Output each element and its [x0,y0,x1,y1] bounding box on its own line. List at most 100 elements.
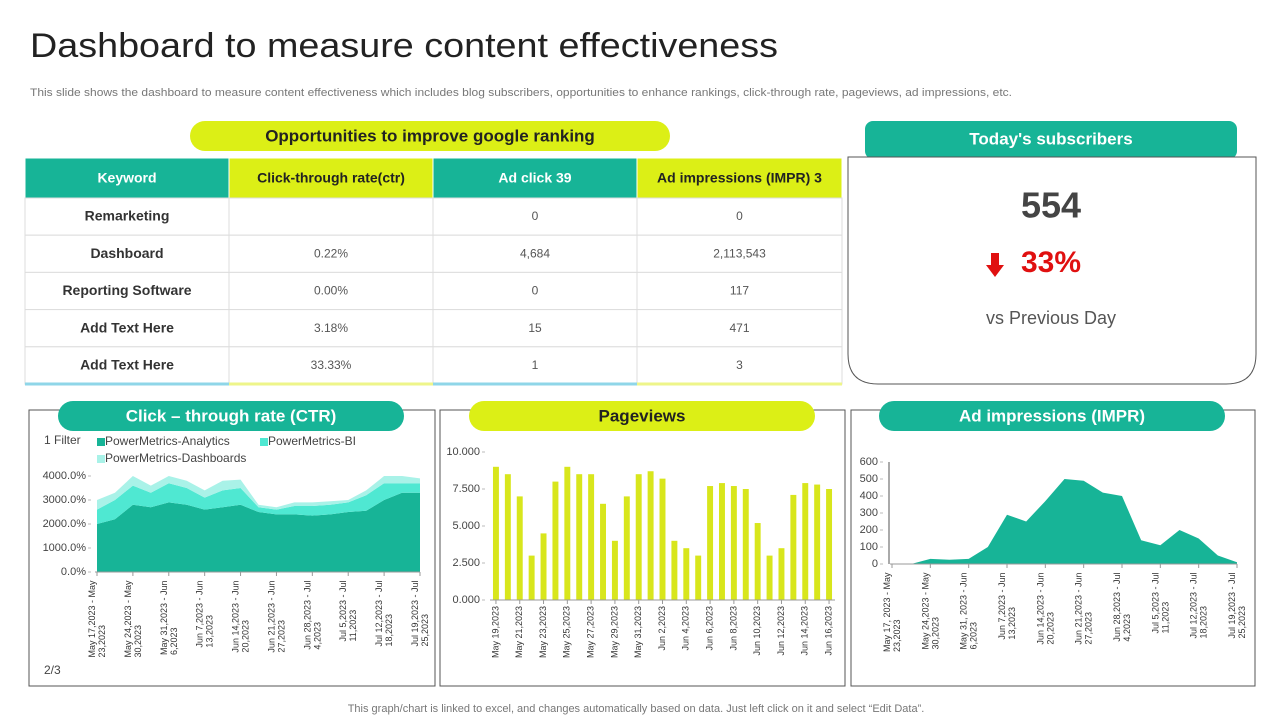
table-cell [24,234,230,273]
bar [814,484,821,600]
bar [754,523,761,600]
filter-label: 1 Filter [44,433,81,447]
y-tick-label: 100 [860,541,878,553]
x-tick-label: May 24,2023 - May 30,2023 [921,570,941,650]
y-tick-label: 2.500 [452,557,480,569]
x-tick-label: Jul 5,2023 - Jul 11,2023 [339,578,359,642]
subscribers-title: Today's subscribers [969,129,1132,148]
bar [683,548,690,600]
header-text: Keyword [97,170,156,186]
x-tick-label: May 31,2023 - Jun 6,2023 [159,578,179,655]
header-text: Ad click 39 [498,170,571,186]
bar [826,489,833,600]
cell-text: 0 [736,209,743,223]
x-tick-label: May 24,2023 - May 30,2023 [123,578,143,658]
cell-text: 471 [729,321,749,335]
x-tick-label: May 29,2023 [609,606,619,658]
down-arrow [986,253,1004,277]
y-tick-label: 10.000 [446,446,480,458]
bar [564,466,571,600]
bar [647,471,654,600]
y-tick-label: 1000.0% [43,542,87,554]
cell-text: 33.33% [311,358,352,372]
area [97,476,420,510]
subscribers-change: 33% [1021,246,1081,279]
y-tick-label: 0.000 [452,594,480,606]
x-tick-label: Jun 21,2023 - Jun 27,2023 [1074,570,1094,645]
table-cell [24,197,230,236]
table-cell [432,346,638,385]
subscribers-header [865,121,1237,159]
subscribers-caption: vs Previous Day [986,308,1116,328]
x-tick-label: Jun 7,2023 - Jun 13,2023 [997,570,1017,640]
bar [528,555,535,600]
table-banner [190,121,670,151]
legend-swatch [260,438,268,446]
table-cell [228,234,434,273]
area [97,492,420,572]
bar [635,474,642,600]
bar [623,496,630,600]
panel-header [469,401,815,431]
page-subtitle: This slide shows the dashboard to measur… [30,87,1012,99]
y-tick-label: 600 [860,456,878,468]
header-text: Click-through rate(ctr) [257,170,405,186]
keyword-text: Reporting Software [62,282,191,298]
header-text: Ad impressions (IMPR) 3 [657,170,822,186]
x-tick-label: Jun 10,2023 [752,606,762,656]
x-tick-label: Jul 5,2023 - Jul 11,2023 [1151,570,1171,634]
cell-text: 117 [730,284,749,298]
bar [600,503,606,600]
cell-text: 0.22% [314,246,348,260]
x-tick-label: Jun 28,2023 - Jul 4,2023 [303,578,323,650]
table-cell [636,197,843,236]
y-tick-label: 0.0% [61,566,86,578]
table-cell [636,309,843,348]
bar [719,483,725,600]
y-tick-label: 500 [860,473,878,485]
keyword-text: Dashboard [90,245,163,261]
y-tick-label: 5.000 [452,520,480,532]
y-tick-label: 400 [860,490,878,502]
bar [611,540,618,600]
header-cell [636,157,843,199]
subscribers-card [847,156,1257,385]
bar [576,474,583,600]
table-title: Opportunities to improve google ranking [265,126,595,145]
table-cell [432,309,638,348]
footer-note: This graph/chart is linked to excel, and… [348,703,925,715]
bar [588,474,595,600]
chart-title: Ad impressions (IMPR) [959,406,1145,425]
y-tick-label: 3000.0% [43,494,87,506]
page-title: Dashboard to measure content effectivene… [30,27,778,65]
y-tick-label: 300 [860,507,878,519]
cell-text: 15 [528,321,542,335]
chart-title: Click – through rate (CTR) [126,406,337,425]
x-tick-label: Jul 19,2023 - Jul 25,2023 [1227,570,1247,639]
bar [695,555,702,600]
x-tick-label: May 21,2023 [514,606,524,658]
bar [504,474,511,600]
x-tick-label: May 17,2023 - May 23,2023 [87,578,107,658]
y-tick-label: 7.500 [452,483,480,495]
y-tick-label: 2000.0% [43,518,87,530]
x-tick-label: May 31, 2023 - Jun 6,2023 [959,570,979,650]
legend-label: PowerMetrics-Dashboards [105,451,246,465]
table-cell [432,271,638,311]
x-tick-label: Jun 21,2023 - Jun 27,2023 [267,578,287,653]
keyword-text: Remarketing [85,208,170,224]
table-cell [228,271,434,311]
bar [492,466,499,600]
y-tick-label: 200 [860,524,878,536]
keyword-text: Add Text Here [80,357,174,373]
table-cell [636,234,843,273]
panel-header [879,401,1225,431]
x-tick-label: Jun 14,2023 - Jun 20,2023 [1036,570,1056,645]
y-tick-label: 0 [872,558,878,570]
bar [778,548,785,600]
x-tick-label: Jul 19,2023 - Jul 25,2023 [410,578,430,647]
x-tick-label: Jun 12,2023 [776,606,786,656]
x-tick-label: May 25,2023 [562,606,572,658]
